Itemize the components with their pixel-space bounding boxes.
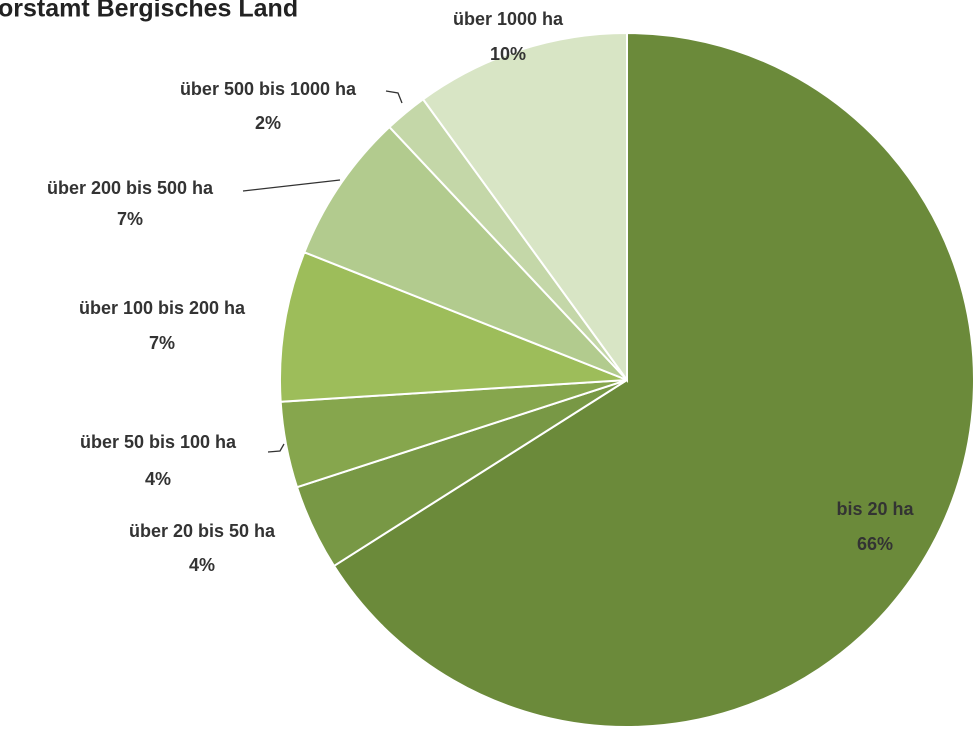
value-label: 4% xyxy=(189,555,215,575)
slice-label: bis 20 ha xyxy=(836,499,914,519)
slice-label: über 20 bis 50 ha xyxy=(129,521,276,541)
slice-label: über 500 bis 1000 ha xyxy=(180,79,357,99)
value-label: 7% xyxy=(149,333,175,353)
value-label: 10% xyxy=(490,44,526,64)
leader-line xyxy=(267,443,285,453)
slice-label: über 1000 ha xyxy=(453,9,564,29)
value-label: 4% xyxy=(145,469,171,489)
value-label: 66% xyxy=(857,534,893,554)
chart-title: orstamt Bergisches Land xyxy=(0,0,298,23)
slice-label: über 100 bis 200 ha xyxy=(79,298,246,318)
value-label: 2% xyxy=(255,113,281,133)
pie-slice xyxy=(303,125,628,381)
leader-line xyxy=(242,179,341,192)
slice-label: über 50 bis 100 ha xyxy=(80,432,237,452)
pie-slice xyxy=(332,31,973,728)
slice-label: über 200 bis 500 ha xyxy=(47,178,214,198)
pie xyxy=(279,31,973,728)
pie-slice xyxy=(421,31,628,384)
value-label: 7% xyxy=(117,209,143,229)
leader-line xyxy=(385,90,403,104)
pie-slice xyxy=(279,250,628,403)
